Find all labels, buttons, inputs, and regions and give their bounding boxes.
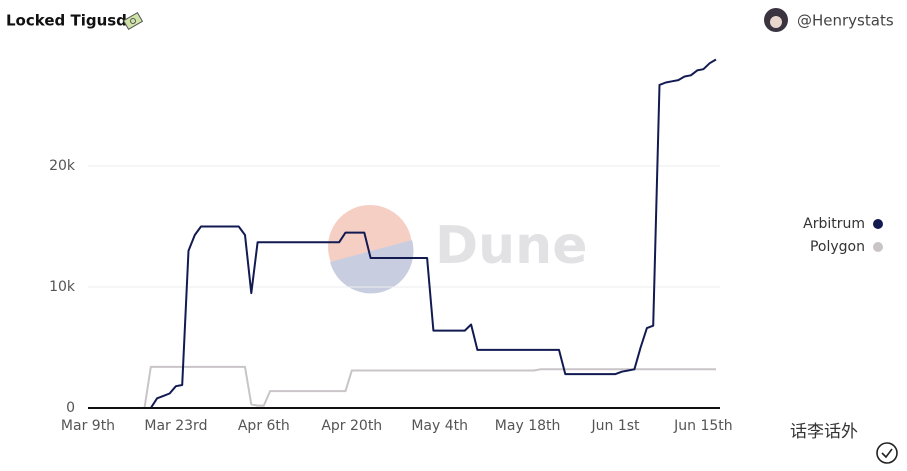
series-line xyxy=(88,58,717,409)
x-tick-label: May 18th xyxy=(495,418,561,434)
series-line xyxy=(88,365,716,409)
plot-area: 0 10k 20k Mar 9th Mar 23rd Apr 6th Apr 20th May… xyxy=(49,58,733,434)
author: @Henrystats xyxy=(797,12,894,30)
x-tick-label: Mar 9th xyxy=(61,418,115,434)
watermark: Dune xyxy=(435,216,587,276)
y-tick-label: 10k xyxy=(49,279,76,295)
x-tick-label: Apr 20th xyxy=(321,418,382,434)
x-tick-label: Mar 23rd xyxy=(144,418,207,434)
legend-marker xyxy=(873,242,883,252)
overlay-text: 话李话外 xyxy=(790,422,858,442)
x-tick-label: Jun 15th xyxy=(673,418,733,434)
watermark-logo xyxy=(328,205,414,294)
legend-label: Arbitrum xyxy=(803,216,865,232)
chart-title: Locked Tigusd xyxy=(6,12,127,30)
check-icon[interactable] xyxy=(876,442,898,464)
x-tick-label: May 4th xyxy=(411,418,468,434)
avatar-face xyxy=(770,16,782,28)
title-icon xyxy=(122,11,144,31)
y-tick-label: 20k xyxy=(49,158,76,174)
x-tick-label: Apr 6th xyxy=(238,418,290,434)
legend-marker xyxy=(873,219,883,229)
y-tick-label: 0 xyxy=(66,400,75,416)
x-tick-label: Jun 1st xyxy=(591,418,641,434)
legend-label: Polygon xyxy=(810,239,865,255)
